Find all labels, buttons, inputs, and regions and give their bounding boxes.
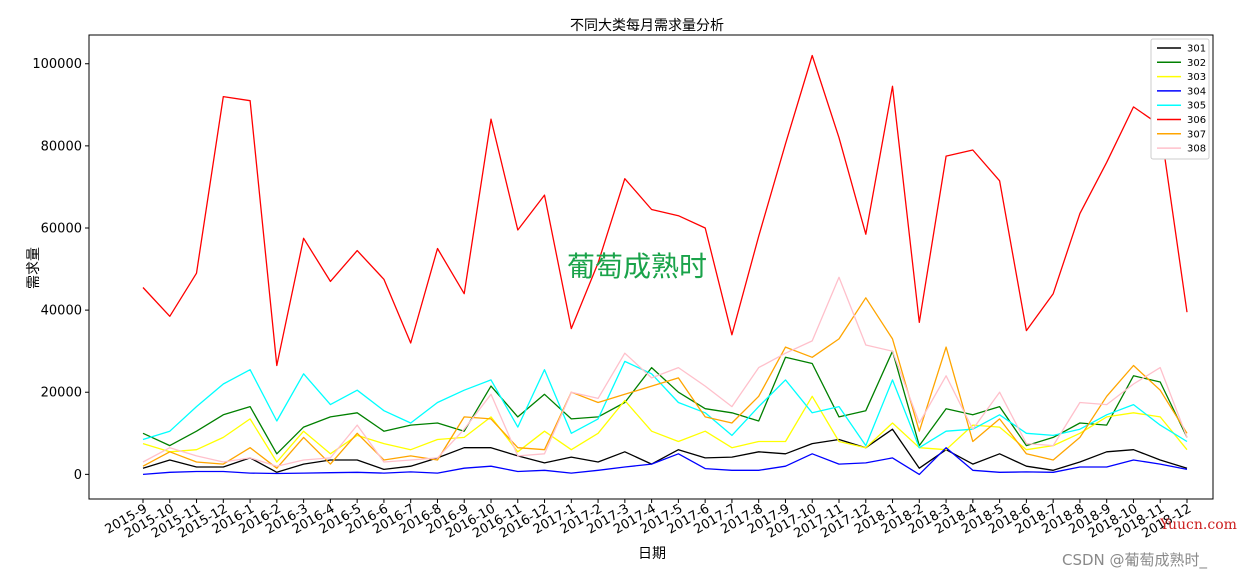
y-tick-label: 80000 bbox=[41, 139, 82, 154]
legend: 301 302 303 304 305 306 307 308 bbox=[1150, 38, 1210, 160]
series-line-306 bbox=[142, 54, 1188, 367]
legend-label-304: 304 bbox=[1187, 86, 1206, 97]
y-tick-label: 0 bbox=[74, 468, 82, 483]
y-tick-label: 60000 bbox=[41, 221, 82, 236]
legend-label-305: 305 bbox=[1187, 101, 1206, 112]
series-line-307 bbox=[142, 297, 1188, 469]
x-axis-label: 日期 bbox=[638, 546, 666, 562]
legend-label-303: 303 bbox=[1187, 72, 1206, 83]
series-line-304 bbox=[142, 447, 1188, 476]
plot-area bbox=[88, 34, 1214, 500]
y-axis-label: 需求量 bbox=[26, 247, 42, 289]
watermark-center: 葡萄成熟时 bbox=[567, 250, 707, 283]
series-line-305 bbox=[142, 360, 1188, 449]
watermark-csdn: CSDN @葡萄成熟时_ bbox=[1062, 551, 1208, 570]
legend-label-301: 301 bbox=[1187, 44, 1206, 55]
series-line-301 bbox=[142, 428, 1188, 473]
legend-label-307: 307 bbox=[1187, 129, 1206, 140]
series-line-308 bbox=[142, 276, 1188, 467]
chart-title: 不同大类每月需求量分析 bbox=[570, 18, 724, 34]
series-line-302 bbox=[142, 350, 1188, 455]
y-tick-label: 40000 bbox=[41, 304, 82, 319]
watermark-site: Yuucn.com bbox=[1159, 517, 1237, 533]
legend-label-306: 306 bbox=[1187, 115, 1206, 126]
y-tick-label: 100000 bbox=[32, 57, 82, 72]
legend-label-302: 302 bbox=[1187, 58, 1206, 69]
y-axis-ticks: 0 20000 40000 60000 80000 100000 bbox=[32, 57, 89, 483]
legend-label-308: 308 bbox=[1187, 144, 1206, 155]
series-layer bbox=[142, 54, 1188, 476]
y-tick-label: 20000 bbox=[41, 386, 82, 401]
axes-frame bbox=[88, 34, 1214, 500]
legend-box bbox=[1150, 38, 1210, 160]
series-line-303 bbox=[142, 395, 1188, 463]
